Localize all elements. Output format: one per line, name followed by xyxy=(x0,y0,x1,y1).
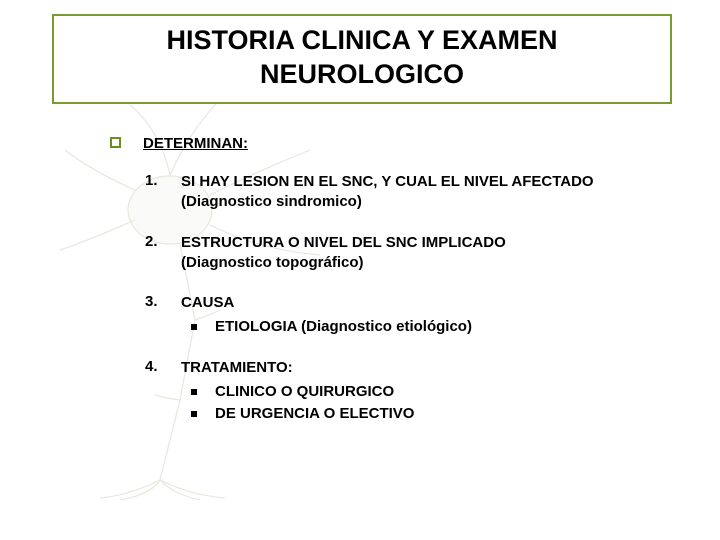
section-header-row: DETERMINAN: xyxy=(110,135,690,152)
item-body: SI HAY LESION EN EL SNC, Y CUAL EL NIVEL… xyxy=(181,172,690,213)
list-item: 1. SI HAY LESION EN EL SNC, Y CUAL EL NI… xyxy=(145,172,690,213)
title-line-1: HISTORIA CLINICA Y EXAMEN xyxy=(166,25,557,55)
sub-list: ETIOLOGIA (Diagnostico etiológico) xyxy=(181,317,690,337)
content-area: DETERMINAN: 1. SI HAY LESION EN EL SNC, … xyxy=(110,135,690,444)
sub-item: CLINICO O QUIRURGICO xyxy=(191,382,690,402)
item-number: 4. xyxy=(145,358,181,375)
item-number: 2. xyxy=(145,233,181,250)
section-label: DETERMINAN: xyxy=(143,135,248,152)
item-text-line1: CAUSA xyxy=(181,294,234,311)
sub-text: CLINICO O QUIRURGICO xyxy=(215,382,394,402)
item-text-line1: ESTRUCTURA O NIVEL DEL SNC IMPLICADO xyxy=(181,234,506,251)
item-number: 1. xyxy=(145,172,181,189)
numbered-list: 1. SI HAY LESION EN EL SNC, Y CUAL EL NI… xyxy=(145,172,690,424)
sub-item: ETIOLOGIA (Diagnostico etiológico) xyxy=(191,317,690,337)
item-text-line1: SI HAY LESION EN EL SNC, Y CUAL EL NIVEL… xyxy=(181,173,594,190)
item-text-line2: (Diagnostico sindromico) xyxy=(181,193,362,210)
sub-text: ETIOLOGIA (Diagnostico etiológico) xyxy=(215,317,472,337)
slide-title: HISTORIA CLINICA Y EXAMEN NEUROLOGICO xyxy=(68,24,656,92)
item-text-line1: TRATAMIENTO: xyxy=(181,359,293,376)
list-item: 3. CAUSA ETIOLOGIA (Diagnostico etiológi… xyxy=(145,293,690,338)
item-text-line2: (Diagnostico topográfico) xyxy=(181,254,364,271)
square-bullet-small-icon xyxy=(191,324,197,330)
item-body: ESTRUCTURA O NIVEL DEL SNC IMPLICADO (Di… xyxy=(181,233,690,274)
sub-list: CLINICO O QUIRURGICO DE URGENCIA O ELECT… xyxy=(181,382,690,425)
title-line-2: NEUROLOGICO xyxy=(260,59,464,89)
square-bullet-small-icon xyxy=(191,411,197,417)
sub-item: DE URGENCIA O ELECTIVO xyxy=(191,404,690,424)
title-box: HISTORIA CLINICA Y EXAMEN NEUROLOGICO xyxy=(52,14,672,104)
square-bullet-small-icon xyxy=(191,389,197,395)
square-bullet-icon xyxy=(110,137,121,148)
item-body: TRATAMIENTO: CLINICO O QUIRURGICO DE URG… xyxy=(181,358,690,425)
sub-text: DE URGENCIA O ELECTIVO xyxy=(215,404,414,424)
item-body: CAUSA ETIOLOGIA (Diagnostico etiológico) xyxy=(181,293,690,338)
item-number: 3. xyxy=(145,293,181,310)
list-item: 4. TRATAMIENTO: CLINICO O QUIRURGICO DE … xyxy=(145,358,690,425)
list-item: 2. ESTRUCTURA O NIVEL DEL SNC IMPLICADO … xyxy=(145,233,690,274)
